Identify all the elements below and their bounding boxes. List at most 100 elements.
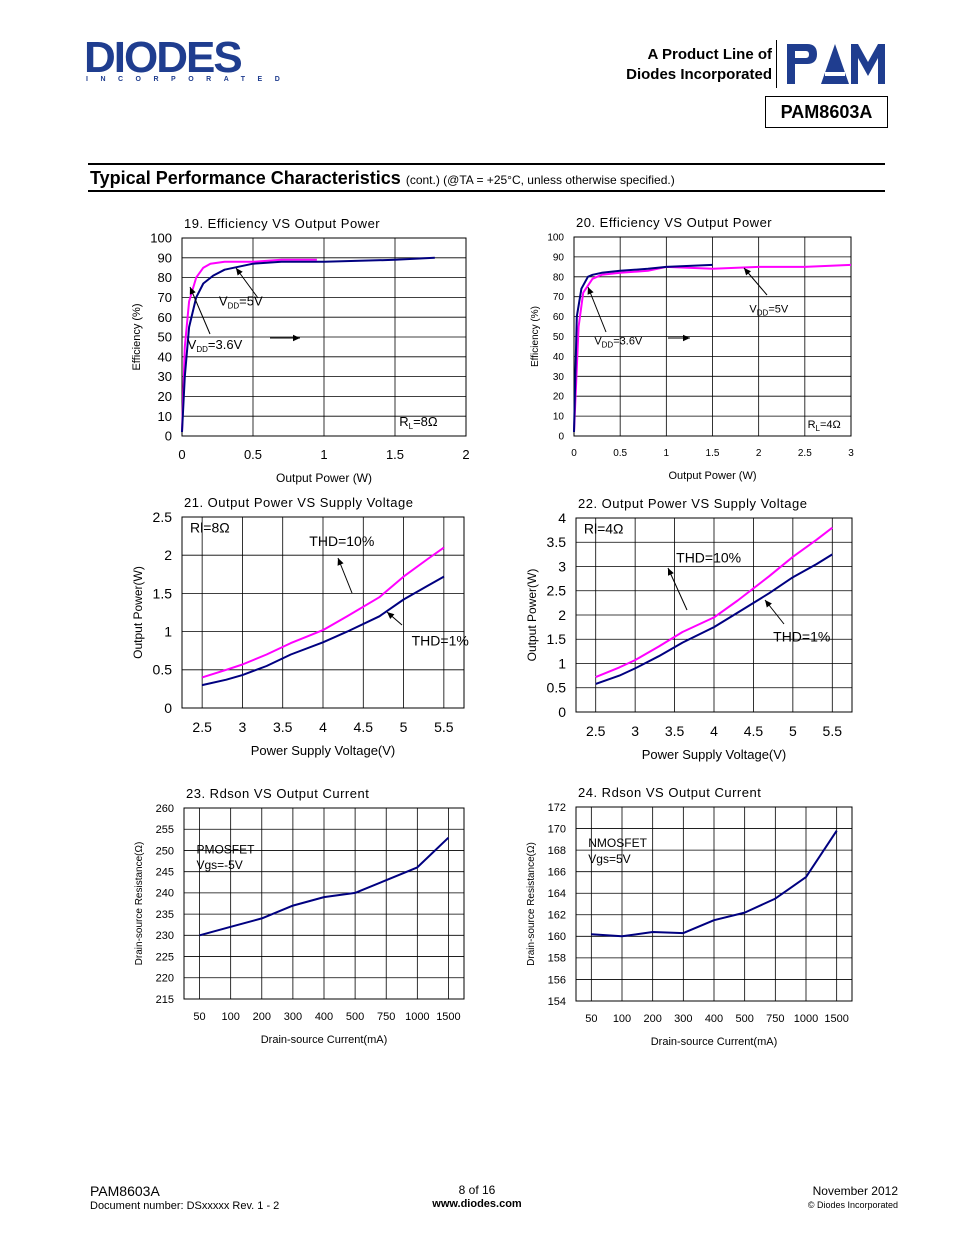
series-line [595,553,833,685]
chart-c22: 0 0.5 1 1.5 2 2.5 3 3.5 4 2.5 3 3.5 4 4.5 5 5.5 22. Outp… [525,496,853,762]
y-tick-label: 1.5 [547,631,567,647]
y-tick-label: 250 [156,845,174,857]
x-tick-label: 1.5 [706,448,720,459]
y-tick-label: 156 [548,974,566,986]
x-tick-label: 200 [643,1013,661,1025]
y-tick-label: 1.5 [153,585,173,601]
annotation-label: Vgs=5V [588,852,630,866]
series-line [201,575,445,687]
x-tick-label: 100 [613,1013,631,1025]
y-tick-label: 0.5 [153,662,173,678]
chart-c24: 154 156 158 160 162 164 166 168 170 172 50 100 200 30… [526,785,853,1048]
annotation-arrowhead [189,287,196,295]
footer-url-link[interactable]: www.diodes.com [432,1198,522,1210]
series-line [595,526,833,679]
annotation-arrowhead [387,612,395,619]
x-axis-label: Drain-source Current(mA) [261,1034,388,1046]
y-tick-label: 80 [158,270,172,285]
y-tick-label: 260 [156,803,174,815]
y-tick-label: 168 [548,845,566,857]
y-tick-label: 164 [548,888,566,900]
y-tick-label: 70 [158,290,172,305]
y-tick-label: 50 [158,330,172,345]
y-tick-label: 0 [164,700,172,716]
y-tick-label: 230 [156,930,174,942]
y-tick-label: 3 [558,558,566,574]
series-line [181,256,435,433]
annotation-pointer [189,286,211,335]
chart-title: 21. Output Power VS Supply Voltage [184,495,413,510]
y-tick-label: 10 [158,409,172,424]
y-tick-label: 70 [553,292,565,303]
x-tick-label: 50 [585,1013,597,1025]
x-tick-label: 4 [710,723,718,739]
x-tick-label: 1 [664,448,670,459]
x-tick-label: 3 [848,448,854,459]
annotation-arrowhead [337,558,344,566]
x-tick-label: 300 [284,1011,302,1023]
annotation-arrowhead [683,334,690,342]
x-tick-label: 3 [631,723,639,739]
y-tick-label: 20 [553,392,565,403]
x-tick-label: 0.5 [244,447,262,462]
annotation-label: VDD=5V [749,304,788,318]
annotation-arrowhead [765,600,772,608]
y-tick-label: 3.5 [547,534,567,550]
y-tick-label: 0 [558,432,564,443]
annotation-label: RL=8Ω [399,414,438,431]
x-tick-label: 0 [178,447,185,462]
y-tick-label: 215 [156,994,174,1006]
annotation-label: VDD=3.6V [594,335,643,349]
x-tick-label: 2 [462,447,469,462]
series-line [573,263,713,433]
annotation-label: Rl=4Ω [584,521,624,537]
footer-date: November 2012 [812,1184,898,1198]
x-axis-label: Output Power (W) [668,470,756,482]
y-tick-label: 90 [553,252,565,263]
y-tick-label: 240 [156,888,174,900]
section-rule-top [88,163,885,165]
chart-c20: 0 10 20 30 40 50 60 70 80 90 100 0 0.5 1 1.5 2 2.5 3 20. E… [530,215,854,482]
annotation-pointer [667,567,688,611]
y-tick-label: 90 [158,250,172,265]
x-tick-label: 5.5 [434,719,454,735]
y-tick-label: 2 [558,607,566,623]
chart-c21: 0 0.5 1 1.5 2 2.5 2.5 3 3.5 4 4.5 5 5.5 21. Output Po… [131,495,469,758]
y-axis-label: Output Power(W) [525,569,539,662]
y-axis-label: Drain-source Resistance(Ω) [526,842,537,966]
y-tick-label: 0 [558,704,566,720]
y-tick-label: 1 [558,655,566,671]
annotation-pointer [587,286,607,333]
x-tick-label: 400 [315,1011,333,1023]
annotation-label: Rl=8Ω [190,519,230,535]
x-tick-label: 3.5 [273,719,293,735]
y-tick-label: 0 [165,429,172,444]
pam-logo [787,44,885,84]
x-tick-label: 1000 [405,1011,429,1023]
x-axis-label: Output Power (W) [276,471,372,485]
annotation-arrowhead [744,268,751,276]
x-tick-label: 3.5 [665,723,685,739]
chart-title: 24. Rdson VS Output Current [578,785,761,800]
footer-copyright: © Diodes Incorporated [807,1200,898,1210]
y-tick-label: 50 [553,332,565,343]
x-tick-label: 4 [319,719,327,735]
annotation-label: THD=10% [309,533,374,549]
x-tick-label: 1500 [824,1013,848,1025]
annotation-arrowhead [587,287,594,295]
y-tick-label: 166 [548,867,566,879]
series-line [591,830,838,938]
y-tick-label: 245 [156,867,174,879]
y-tick-label: 220 [156,973,174,985]
product-line-text-2: Diodes Incorporated [626,66,772,83]
y-axis-label: Efficiency (%) [530,306,541,367]
x-tick-label: 1500 [436,1011,460,1023]
footer-page-number: 8 of 16 [458,1183,496,1197]
chart-title: 19. Efficiency VS Output Power [184,216,380,231]
y-tick-label: 158 [548,953,566,965]
y-tick-label: 162 [548,910,566,922]
annotation-label: PMOSFET [196,842,255,856]
y-tick-label: 30 [158,369,172,384]
x-axis-label: Drain-source Current(mA) [651,1036,778,1048]
